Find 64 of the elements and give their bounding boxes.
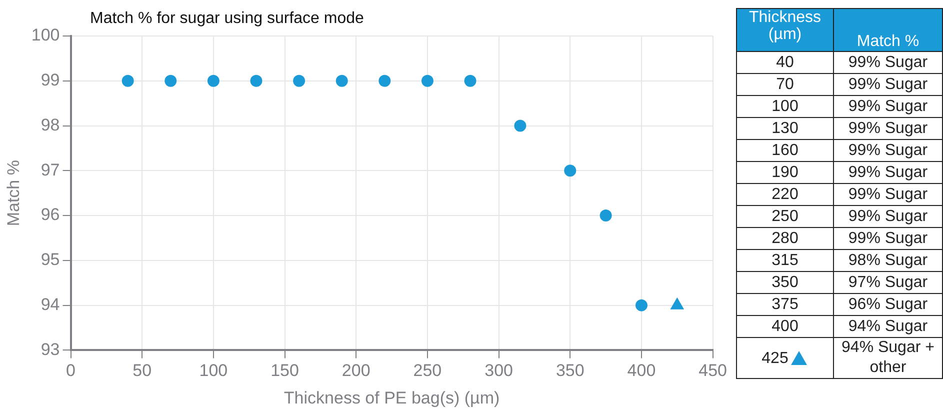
x-tick-label: 250 [413, 361, 442, 380]
text: 280 [736, 228, 834, 250]
point [564, 164, 576, 177]
point [514, 120, 526, 132]
point [336, 74, 348, 87]
y-tick-label: 94 [40, 295, 60, 314]
x-tick-label: 150 [270, 361, 299, 380]
text: 160 [736, 140, 834, 162]
text: 97% Sugar [834, 272, 942, 294]
y-tick-label: 100 [31, 26, 60, 45]
x-tick-label: 450 [698, 361, 728, 380]
point [600, 210, 612, 222]
text: 315 [736, 250, 834, 272]
x-tick-label: 0 [66, 361, 76, 380]
text: Thickness (µm) [736, 8, 834, 52]
text: 99% Sugar [834, 118, 942, 140]
text: 99% Sugar [834, 140, 942, 162]
text: 190 [736, 162, 834, 184]
x-tick-label: 200 [342, 361, 370, 380]
text: 100 [736, 96, 834, 118]
text: 99% Sugar [834, 206, 942, 228]
text: 99% Sugar [834, 162, 942, 184]
text: 99% Sugar [834, 74, 942, 96]
point [635, 299, 648, 312]
point [207, 74, 220, 87]
y-tick-label: 99 [40, 70, 60, 90]
x-tick-label: 50 [132, 361, 152, 380]
point [421, 74, 434, 87]
text: 94% Sugar + other [834, 338, 942, 378]
text: 94% Sugar [834, 316, 942, 338]
text: 375 [736, 294, 834, 316]
y-tick-label: 98 [40, 115, 60, 134]
text: 98% Sugar [834, 250, 942, 272]
y-tick-label: 97 [40, 160, 60, 180]
point [164, 74, 177, 87]
text: 70 [736, 74, 834, 96]
point [464, 74, 476, 87]
y-tick-label: 93 [40, 340, 60, 359]
x-tick-label: 400 [627, 361, 656, 380]
chart-title: Match % for sugar using surface mode [90, 10, 364, 28]
point [250, 74, 262, 87]
text: 350 [736, 272, 834, 294]
text: 400 [736, 316, 834, 338]
text: 250 [736, 206, 834, 228]
text: 130 [736, 118, 834, 140]
text: 99% Sugar [834, 52, 942, 74]
point [378, 74, 391, 87]
text: 99% Sugar [834, 96, 942, 118]
x-axis-title: Thickness of PE bag(s) (µm) [284, 388, 500, 408]
y-axis-title: Match % [4, 160, 23, 226]
y-tick-label: 95 [40, 250, 60, 270]
point [293, 74, 306, 87]
x-tick-label: 350 [556, 361, 584, 380]
text: 40 [736, 52, 834, 74]
point [122, 74, 134, 87]
x-tick-label: 300 [484, 361, 513, 380]
text: 220 [736, 184, 834, 206]
text: 96% Sugar [834, 294, 942, 316]
text: 425 [736, 338, 834, 378]
text: 99% Sugar [834, 228, 942, 250]
text: Match % [834, 8, 942, 52]
text: 99% Sugar [834, 184, 942, 206]
y-tick-label: 96 [40, 205, 60, 224]
x-tick-label: 100 [199, 361, 228, 380]
